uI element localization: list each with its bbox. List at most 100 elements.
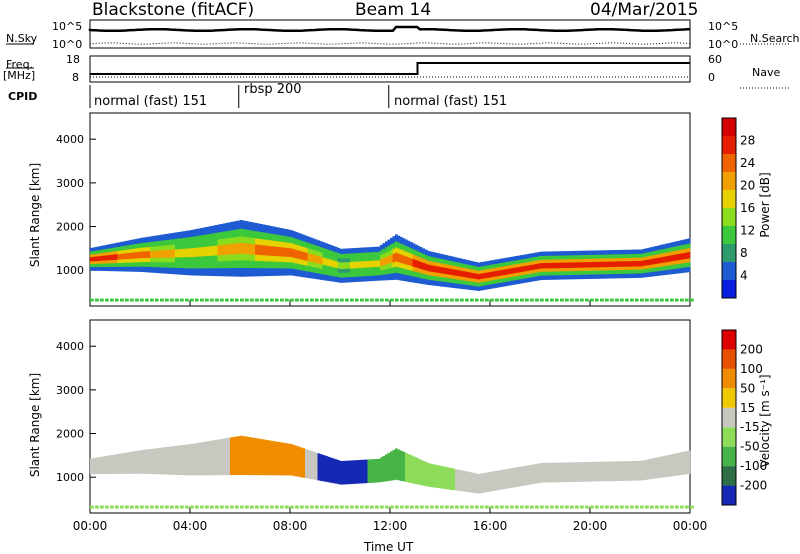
power-cell xyxy=(533,264,536,269)
power-clutter-cell xyxy=(205,299,209,302)
power-cell xyxy=(455,270,458,276)
power-cell xyxy=(260,245,263,255)
velocity-clutter-cell xyxy=(310,506,314,509)
power-clutter-cell xyxy=(600,299,604,302)
power-clutter-cell xyxy=(535,299,539,302)
velocity-cell xyxy=(225,438,228,475)
power-colorbar-swatch-4 xyxy=(722,208,736,226)
power-cell xyxy=(360,261,363,268)
velocity-clutter-cell xyxy=(150,506,154,509)
power-cell xyxy=(208,246,211,255)
velocity-colorbar-tick-4: -15 xyxy=(740,420,760,434)
velocity-clutter-cell xyxy=(500,506,504,509)
velocity-cell xyxy=(288,444,291,476)
power-cell xyxy=(545,263,548,268)
power-colorbar-tick-6: 28 xyxy=(740,134,755,148)
power-cell xyxy=(180,249,183,257)
power-cell xyxy=(425,264,428,271)
velocity-cell xyxy=(568,462,571,482)
power-clutter-cell xyxy=(350,299,354,302)
power-cell xyxy=(470,273,473,279)
power-clutter-cell xyxy=(185,299,189,302)
power-cell xyxy=(613,262,616,267)
power-cell xyxy=(218,245,221,255)
power-cell xyxy=(555,263,558,268)
velocity-cell xyxy=(495,471,498,491)
velocity-clutter-cell xyxy=(460,506,464,509)
power-clutter-cell xyxy=(585,299,589,302)
power-cell xyxy=(213,246,216,256)
velocity-clutter-cell xyxy=(640,506,644,509)
velocity-clutter-cell xyxy=(195,506,199,509)
velocity-cell xyxy=(373,459,376,483)
velocity-cell xyxy=(408,454,411,482)
power-cell xyxy=(543,263,546,268)
power-cell xyxy=(670,255,673,261)
velocity-cell xyxy=(110,455,113,474)
velocity-cell xyxy=(455,469,458,490)
velocity-cell xyxy=(338,460,341,484)
power-cell xyxy=(568,262,571,267)
power-cell xyxy=(313,255,316,263)
power-cell xyxy=(508,269,511,274)
velocity-cell xyxy=(140,450,143,474)
power-cell xyxy=(270,246,273,256)
velocity-cell xyxy=(220,439,223,475)
power-clutter-cell xyxy=(315,299,319,302)
velocity-cell xyxy=(200,442,203,475)
power-cell xyxy=(278,247,281,256)
power-clutter-cell xyxy=(240,299,244,302)
velocity-cell xyxy=(400,451,403,481)
power-cell xyxy=(435,266,438,272)
power-cell xyxy=(370,261,373,268)
velocity-colorbar-swatch-8 xyxy=(722,330,736,349)
velocity-cell xyxy=(118,454,121,474)
velocity-cell xyxy=(430,464,433,487)
velocity-cell xyxy=(410,455,413,483)
power-clutter-cell xyxy=(540,299,544,302)
velocity-cell xyxy=(493,471,496,491)
velocity-clutter-cell xyxy=(265,506,269,509)
velocity-cell xyxy=(433,464,436,487)
velocity-cell xyxy=(475,473,478,493)
power-cell xyxy=(498,271,501,276)
velocity-cell xyxy=(518,467,521,487)
power-cell xyxy=(530,265,533,270)
velocity-cell xyxy=(193,444,196,476)
power-cell xyxy=(623,261,626,266)
power-clutter-cell xyxy=(660,299,664,302)
velocity-cell xyxy=(578,462,581,482)
power-clutter-cell xyxy=(645,299,649,302)
power-cell xyxy=(263,245,266,255)
velocity-colorbar-tick-1: 100 xyxy=(740,362,763,376)
power-cell xyxy=(248,244,251,255)
velocity-cell xyxy=(598,462,601,482)
velocity-cell xyxy=(545,463,548,483)
power-cell xyxy=(393,254,396,262)
power-cell xyxy=(210,246,213,256)
velocity-clutter-cell xyxy=(385,506,389,509)
velocity-cell xyxy=(378,459,381,483)
power-clutter-cell xyxy=(455,299,459,302)
velocity-cell xyxy=(620,461,623,481)
velocity-cell xyxy=(350,460,353,484)
power-cell xyxy=(570,262,573,267)
velocity-clutter-cell xyxy=(430,506,434,509)
velocity-cell xyxy=(355,460,358,484)
power-cell xyxy=(590,262,593,267)
velocity-cell xyxy=(100,457,103,474)
power-colorbar-tick-1: 8 xyxy=(740,246,748,260)
velocity-cell xyxy=(93,458,96,474)
power-cell xyxy=(483,273,486,278)
velocity-clutter-cell xyxy=(90,506,94,509)
velocity-cell xyxy=(463,471,466,492)
velocity-cell xyxy=(320,454,323,481)
velocity-cell xyxy=(480,473,483,493)
velocity-cell xyxy=(528,465,531,485)
power-clutter-cell xyxy=(485,299,489,302)
velocity-clutter-cell xyxy=(630,506,634,509)
power-colorbar-swatch-7 xyxy=(722,154,736,172)
power-cell xyxy=(665,256,668,262)
velocity-colorbar-swatch-4 xyxy=(722,408,736,427)
velocity-clutter-cell xyxy=(650,506,654,509)
